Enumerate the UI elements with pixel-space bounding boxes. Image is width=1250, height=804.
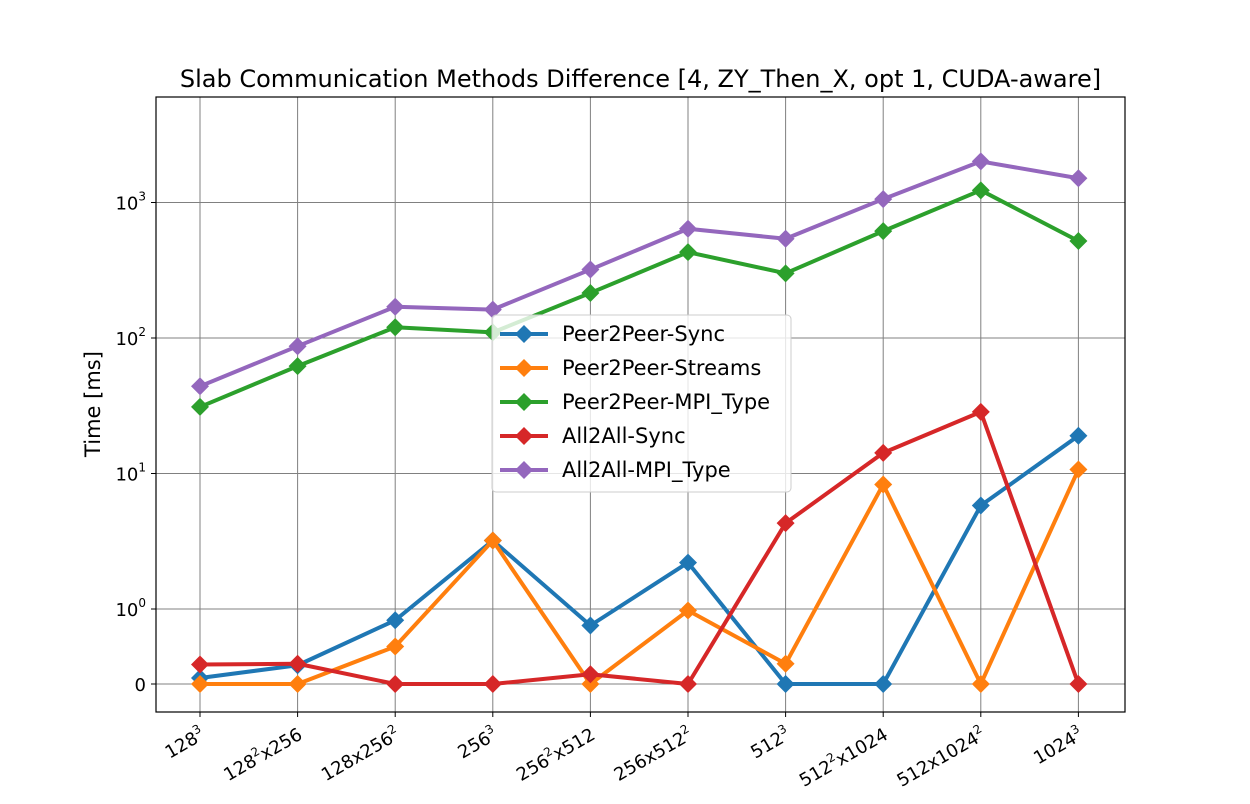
data-point (874, 222, 893, 241)
data-point (1069, 426, 1088, 445)
data-point (971, 496, 990, 515)
series-line (199, 409, 1081, 686)
legend-marker (515, 393, 533, 411)
data-point (386, 318, 405, 337)
legend-label: Peer2Peer-Streams (562, 356, 761, 380)
data-point (776, 229, 795, 248)
data-point (581, 283, 600, 302)
y-tick-label: 101 (115, 461, 146, 486)
legend-marker (515, 359, 533, 377)
legend-marker (515, 325, 533, 343)
series-line (199, 159, 1079, 389)
data-point (386, 297, 405, 316)
data-point (1069, 460, 1088, 479)
data-point (483, 675, 502, 693)
data-point (971, 675, 990, 693)
data-point (679, 553, 697, 572)
data-point (288, 654, 307, 673)
data-point (191, 675, 209, 693)
series-line (199, 188, 1080, 409)
data-point (581, 675, 600, 693)
y-tick-label: 0 (135, 675, 146, 696)
data-point (288, 357, 307, 376)
data-point (776, 675, 795, 693)
data-point (874, 675, 893, 693)
legend-box (491, 314, 792, 493)
data-point (288, 675, 307, 693)
data-point (679, 219, 697, 238)
series-All2All-MPI_Type (191, 152, 1088, 396)
data-point (483, 531, 502, 550)
data-point (776, 514, 795, 533)
legend-marker (515, 461, 533, 479)
data-point (581, 260, 600, 279)
data-point (191, 655, 209, 674)
series-All2All-Sync (191, 402, 1088, 693)
legend-label: All2All-MPI_Type (562, 458, 731, 483)
data-point (483, 300, 502, 319)
data-point (1069, 675, 1088, 693)
legend-marker (515, 427, 533, 445)
data-point (1069, 231, 1088, 250)
series-line (200, 468, 1081, 686)
legend: Peer2Peer-Sync Peer2Peer-Streams Peer2Peer… (491, 314, 792, 493)
data-point (971, 402, 990, 421)
data-point (679, 243, 697, 262)
data-point (386, 611, 405, 630)
data-point (386, 675, 405, 693)
series-Peer2Peer-Streams (191, 460, 1088, 693)
data-point (679, 675, 697, 693)
legend-label: All2All-Sync (562, 424, 686, 448)
data-point (581, 665, 600, 684)
y-tick-label: 100 (115, 596, 146, 621)
data-point (971, 152, 990, 171)
series-layer (191, 152, 1088, 693)
data-point (679, 601, 697, 620)
data-point (288, 337, 307, 356)
data-point (191, 397, 209, 416)
y-axis-label: Time [ms] (81, 351, 105, 458)
data-point (1069, 169, 1088, 188)
plot-frame (155, 96, 1126, 713)
y-tick-label: 102 (115, 325, 146, 350)
series-line (199, 434, 1080, 686)
data-point (776, 264, 795, 283)
legend-label: Peer2Peer-Sync (562, 322, 725, 346)
data-point (776, 654, 795, 673)
data-point (386, 637, 405, 656)
chart-title: Slab Communication Methods Difference [4… (180, 65, 1101, 93)
data-point (874, 443, 893, 462)
legend-label: Peer2Peer-MPI_Type (562, 390, 770, 415)
data-point (191, 377, 209, 396)
data-point (874, 475, 893, 494)
data-point (971, 181, 990, 200)
y-tick-label: 103 (115, 190, 146, 215)
data-point (874, 190, 893, 209)
data-point (581, 616, 600, 635)
